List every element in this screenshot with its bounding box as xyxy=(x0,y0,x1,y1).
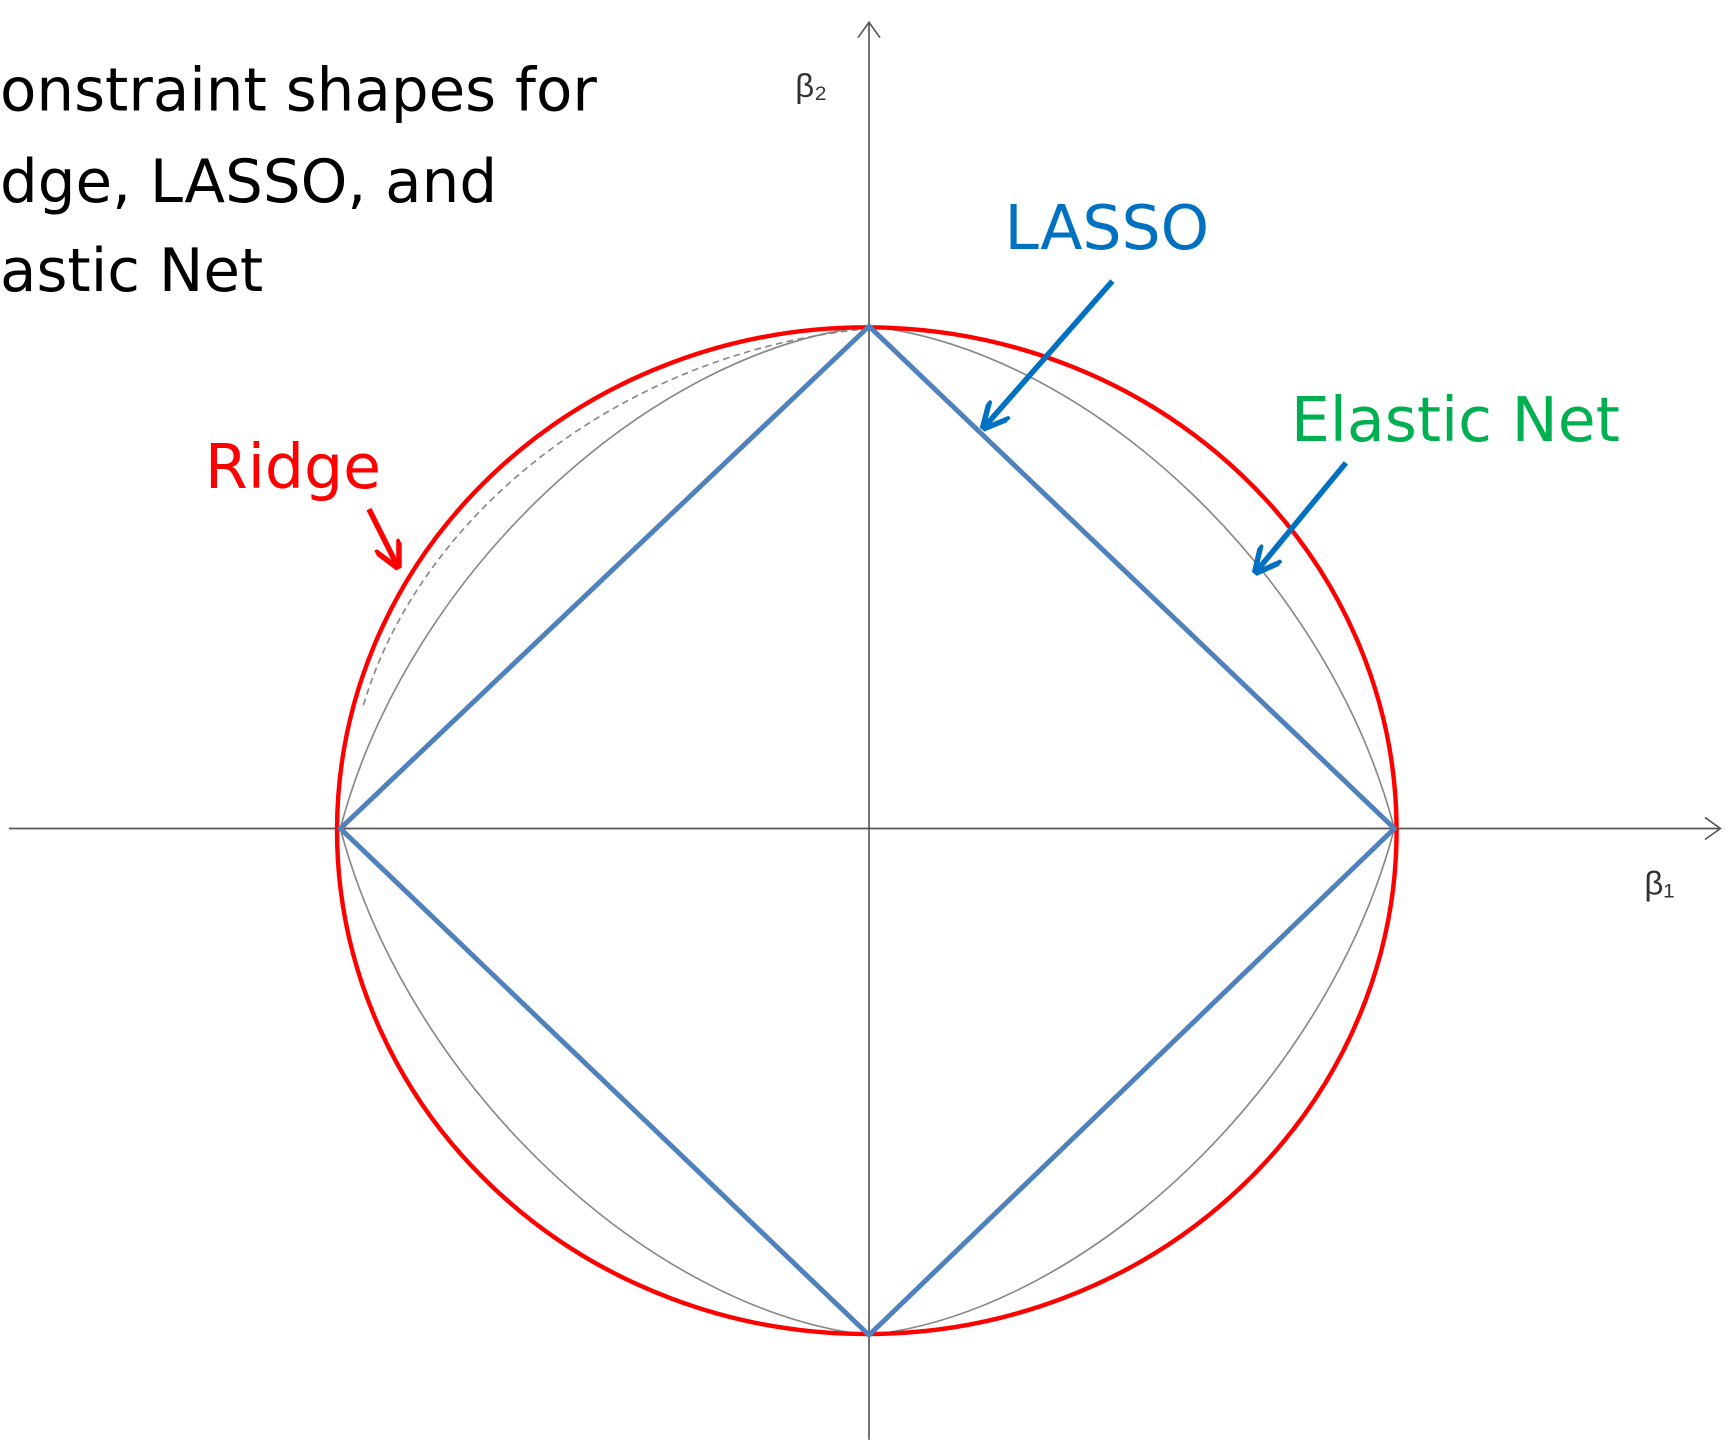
lasso-label: LASSO xyxy=(1004,192,1209,264)
dashed-curve xyxy=(362,327,870,706)
lasso-diamond xyxy=(337,323,1397,1338)
y-axis-arrow xyxy=(857,20,881,39)
title-line: dge, LASSO, and xyxy=(0,148,497,217)
lasso-arrow xyxy=(986,279,1115,425)
elastic-net-label: Elastic Net xyxy=(1291,384,1620,456)
title-line: astic Net xyxy=(0,237,263,306)
ridge-label: Ridge xyxy=(205,431,381,503)
elastic-net-arrow xyxy=(1258,461,1349,570)
ridge-arrow xyxy=(366,507,397,564)
title-line: onstraint shapes for xyxy=(0,56,597,125)
x-axis-arrow xyxy=(1704,816,1722,841)
y-axis-label: β₂ xyxy=(795,68,827,105)
x-axis-label: β₁ xyxy=(1644,866,1674,903)
